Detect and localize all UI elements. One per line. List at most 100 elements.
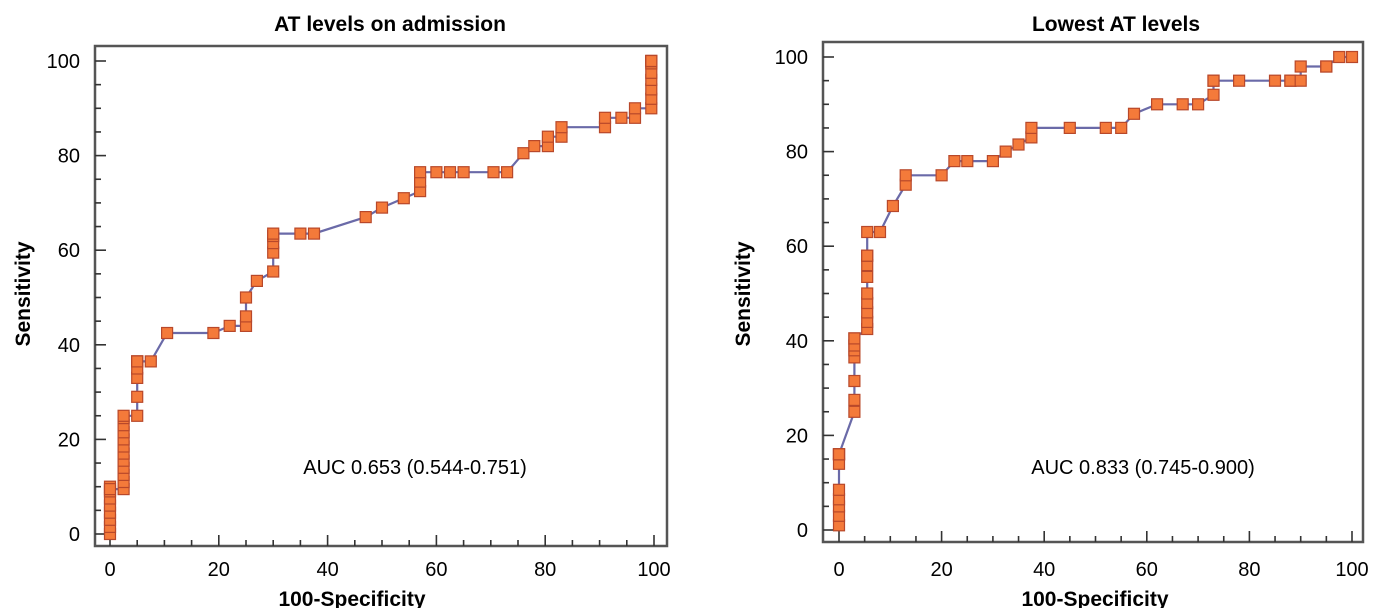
data-point <box>861 225 874 239</box>
x-tick-label: 60 <box>1136 559 1158 581</box>
data-point <box>1284 74 1297 87</box>
data-point <box>1294 60 1307 73</box>
x-tick-label: 20 <box>208 559 230 581</box>
x-axis-label: 100-Specificity <box>278 588 425 608</box>
y-tick-label: 80 <box>786 142 808 164</box>
data-point <box>1150 98 1164 111</box>
y-tick-label: 20 <box>58 429 80 451</box>
y-tick-label: 60 <box>786 236 808 258</box>
y-tick-label: 80 <box>58 146 80 168</box>
x-axis-label: 100-Specificity <box>1021 588 1168 608</box>
x-tick-label: 40 <box>316 559 338 581</box>
data-point <box>294 227 307 240</box>
auc-annotation: AUC 0.833 (0.745-0.900) <box>1031 457 1254 479</box>
data-point <box>501 166 514 179</box>
tick-marks <box>823 56 1353 542</box>
chart-title: Lowest AT levels <box>1032 13 1200 36</box>
data-point <box>1207 74 1220 87</box>
y-tick-label: 40 <box>58 335 80 357</box>
data-point <box>541 130 555 143</box>
data-point <box>628 102 642 115</box>
data-point <box>1320 60 1333 73</box>
data-points <box>832 50 1359 532</box>
data-point <box>528 140 541 153</box>
y-axis-label: Sensitivity <box>732 241 755 346</box>
data-point <box>555 121 568 134</box>
x-tick-label: 0 <box>104 559 115 581</box>
data-point <box>457 166 470 179</box>
data-point <box>861 270 874 283</box>
x-tick-label: 40 <box>1033 559 1055 581</box>
chart-title: AT levels on admission <box>274 13 506 36</box>
data-point <box>1176 98 1189 111</box>
data-point <box>103 483 117 496</box>
data-point <box>848 405 861 418</box>
data-point <box>948 155 961 168</box>
y-tick-label: 0 <box>797 520 808 542</box>
data-point <box>899 169 912 182</box>
data-point <box>131 409 144 422</box>
data-point <box>161 326 174 340</box>
data-point <box>1207 88 1220 101</box>
y-tick-label: 100 <box>775 47 808 69</box>
data-point <box>861 287 874 300</box>
x-tick-label: 80 <box>534 559 556 581</box>
y-tick-label: 100 <box>47 51 80 73</box>
data-point <box>131 355 144 368</box>
data-point <box>239 291 253 304</box>
data-point <box>832 448 846 461</box>
y-tick-labels: 0 20 40 60 80 100 <box>775 47 808 542</box>
data-point <box>1115 121 1128 135</box>
plot-frame <box>821 40 1365 544</box>
data-point <box>517 147 530 160</box>
y-tick-label: 20 <box>786 425 808 447</box>
data-point <box>397 192 410 205</box>
data-point <box>414 166 427 179</box>
data-point <box>1099 121 1112 135</box>
chart-lowest-at: Lowest AT levels 0 20 40 60 80 100 0 20 40 60 80 1… <box>732 13 1369 608</box>
y-tick-label: 0 <box>69 524 80 546</box>
data-point <box>250 274 263 287</box>
data-point <box>961 155 974 168</box>
x-tick-labels: 0 20 40 60 80 100 <box>104 559 670 581</box>
y-tick-labels: 0 20 40 60 80 100 <box>47 51 80 546</box>
data-point <box>1025 121 1038 135</box>
data-point <box>1191 98 1205 111</box>
data-point <box>873 225 887 239</box>
data-point <box>430 166 443 179</box>
data-point <box>1333 50 1346 64</box>
data-point <box>359 211 372 224</box>
data-point <box>1063 121 1076 135</box>
data-point <box>645 54 658 68</box>
data-point <box>487 166 500 179</box>
chart-at-admission: AT levels on admission 0 20 40 60 80 100 0 20 4… <box>12 13 671 608</box>
data-point <box>223 319 236 332</box>
data-point <box>1268 74 1282 87</box>
data-points <box>103 54 658 541</box>
auc-annotation: AUC 0.653 (0.544-0.751) <box>303 457 526 479</box>
data-point <box>1232 74 1246 87</box>
data-point <box>144 355 157 368</box>
plot-frame <box>93 44 669 548</box>
roc-curve <box>837 55 1352 526</box>
data-point <box>848 332 861 345</box>
x-tick-label: 20 <box>930 559 952 581</box>
tick-marks <box>95 60 655 546</box>
data-point <box>598 111 612 124</box>
data-point <box>1345 50 1359 64</box>
data-point <box>1127 107 1141 120</box>
data-point <box>999 145 1012 158</box>
data-point <box>239 310 253 323</box>
x-tick-label: 80 <box>1238 559 1260 581</box>
data-point <box>615 111 628 124</box>
x-tick-label: 100 <box>637 559 670 581</box>
data-point <box>1294 74 1307 87</box>
data-point <box>832 483 846 496</box>
y-tick-label: 60 <box>58 240 80 262</box>
data-point <box>117 409 130 422</box>
data-point <box>986 155 1000 168</box>
x-tick-labels: 0 20 40 60 80 100 <box>833 559 1368 581</box>
x-tick-label: 60 <box>425 559 447 581</box>
data-point <box>1012 138 1025 151</box>
